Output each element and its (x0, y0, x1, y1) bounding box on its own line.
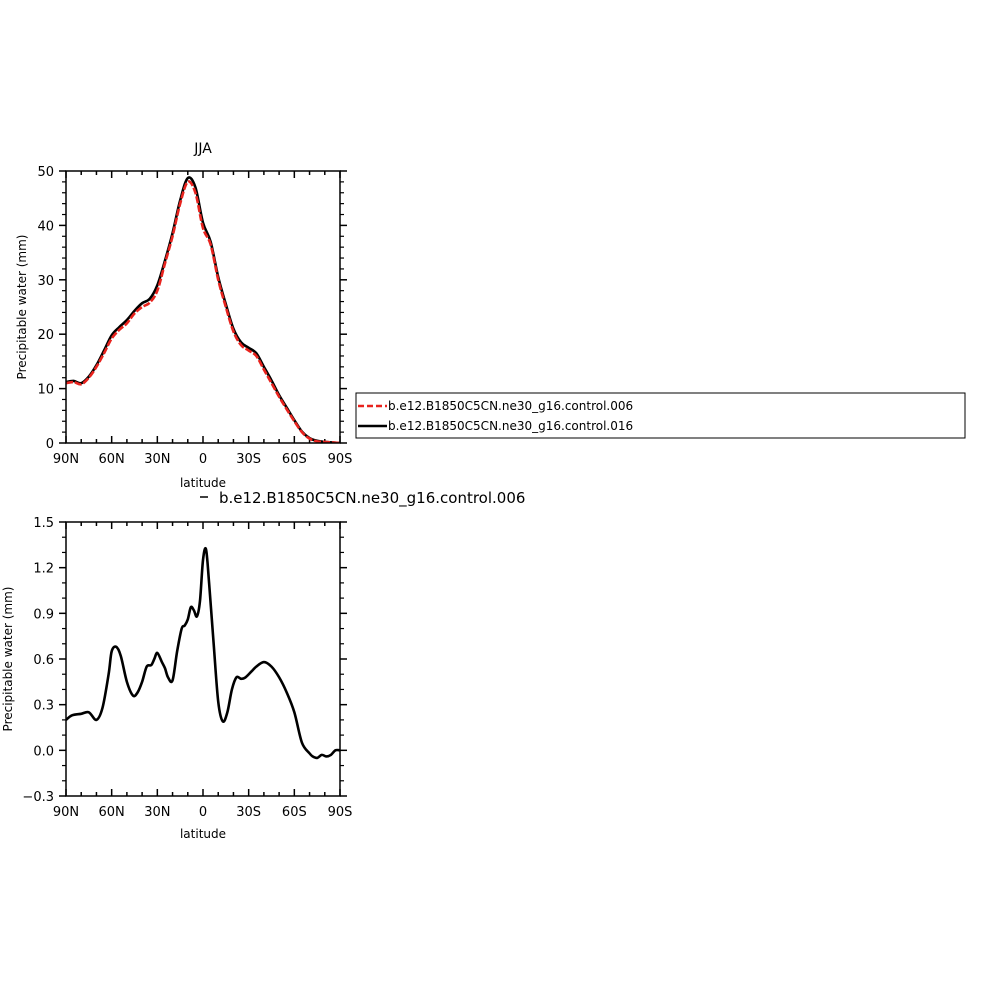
bottom-y-tick-label: −0.3 (22, 790, 54, 805)
top-x-axis-label: latitude (180, 476, 226, 490)
bottom-x-axis-label: latitude (180, 827, 226, 841)
bottom-y-tick-label: 1.2 (33, 562, 54, 577)
bottom-y-tick-label: 0.3 (33, 699, 54, 714)
bottom-panel: b.e12.B1850C5CN.ne30_g16.control.006 90N… (1, 489, 525, 841)
bottom-chart-title: b.e12.B1850C5CN.ne30_g16.control.006 (219, 489, 525, 508)
top-x-tick-label: 30S (236, 452, 261, 467)
bottom-y-axis-label: Precipitable water (mm) (1, 587, 15, 732)
top-y-tick-label: 0 (46, 437, 54, 452)
top-series-line-2 (66, 180, 340, 443)
bottom-plot-frame (65, 521, 341, 797)
bottom-y-tick-label: 1.5 (33, 516, 54, 531)
bottom-x-tick-label: 30N (144, 805, 170, 820)
bottom-y-tick-label: 0.9 (33, 607, 54, 622)
bottom-y-tick-label: 0.6 (33, 653, 54, 668)
top-plot-area: 90N 60N 30N 0 30S 60S 90S 0 10 20 30 40 50 (37, 165, 352, 467)
top-x-tick-label: 30N (144, 452, 170, 467)
legend-box (355, 392, 966, 439)
bottom-x-tick-label: 60S (282, 805, 307, 820)
top-panel: JJA 90N 60N 30N 0 30S 60S 90S 0 10 20 30 40 50 latit… (15, 141, 352, 490)
top-chart-title: JJA (193, 141, 212, 157)
bottom-x-tick-label: 90N (53, 805, 79, 820)
bottom-x-tick-label: 90S (328, 805, 353, 820)
bottom-x-tick-label: 30S (236, 805, 261, 820)
top-y-tick-label: 30 (37, 274, 54, 289)
top-x-tick-label: 60N (99, 452, 125, 467)
top-y-axis-label: Precipitable water (mm) (15, 235, 29, 380)
legend: b.e12.B1850C5CN.ne30_g16.control.006 b.e… (355, 392, 966, 439)
bottom-y-tick-label: 0.0 (33, 744, 54, 759)
bottom-series-line-1 (66, 546, 340, 760)
top-y-tick-label: 40 (37, 219, 54, 234)
bottom-x-tick-label: 0 (199, 805, 207, 820)
bottom-plot-area: 90N 60N 30N 0 30S 60S 90S −0.3 0.0 0.3 0.6 0.9 1.2 1.… (22, 516, 352, 820)
legend-label-series-1: b.e12.B1850C5CN.ne30_g16.control.006 (388, 399, 633, 413)
top-y-tick-label: 20 (37, 328, 54, 343)
top-y-tick-label: 10 (37, 383, 54, 398)
top-plot-frame (65, 170, 341, 444)
bottom-x-tick-label: 60N (99, 805, 125, 820)
legend-label-series-2: b.e12.B1850C5CN.ne30_g16.control.016 (388, 419, 633, 433)
top-x-tick-label: 60S (282, 452, 307, 467)
top-x-tick-label: 90N (53, 452, 79, 467)
top-x-tick-label: 90S (328, 452, 353, 467)
top-x-tick-label: 0 (199, 452, 207, 467)
top-y-tick-label: 50 (37, 165, 54, 180)
